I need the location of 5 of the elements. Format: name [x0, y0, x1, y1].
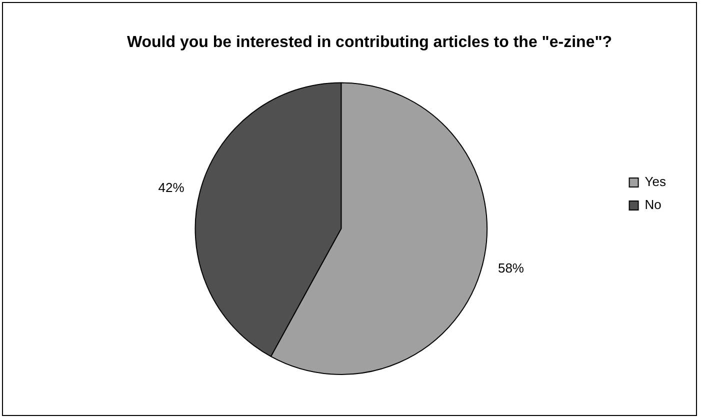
- data-label: 42%: [158, 180, 185, 195]
- chart-title: Would you be interested in contributing articles to the "e-zine"?: [126, 34, 612, 52]
- legend-label: No: [644, 197, 662, 212]
- data-label: 58%: [498, 260, 524, 276]
- legend-label: Yes: [644, 174, 666, 190]
